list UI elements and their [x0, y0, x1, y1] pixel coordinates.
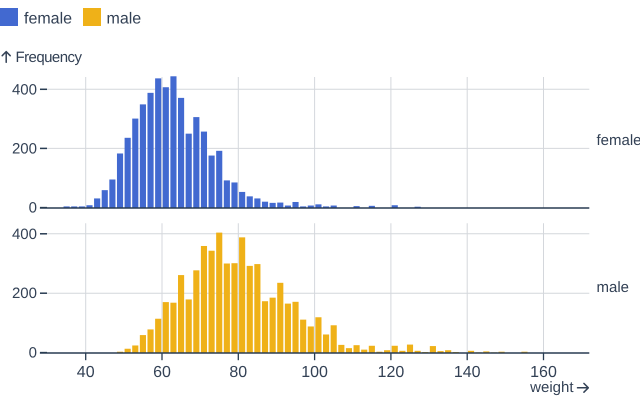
svg-text:400: 400	[12, 226, 37, 243]
svg-text:Frequency: Frequency	[16, 49, 83, 66]
svg-text:100: 100	[301, 364, 328, 381]
svg-text:female: female	[24, 11, 72, 28]
svg-text:male: male	[107, 11, 142, 28]
svg-text:male: male	[597, 279, 630, 296]
svg-text:200: 200	[12, 140, 37, 157]
svg-text:80: 80	[229, 364, 247, 381]
svg-text:200: 200	[12, 285, 37, 302]
svg-text:0: 0	[29, 200, 37, 217]
svg-text:0: 0	[29, 345, 37, 362]
svg-text:40: 40	[77, 364, 95, 381]
svg-text:female: female	[597, 132, 640, 149]
svg-text:140: 140	[454, 364, 481, 381]
svg-text:weight: weight	[529, 379, 574, 396]
svg-text:400: 400	[12, 81, 37, 98]
svg-text:60: 60	[153, 364, 171, 381]
svg-text:120: 120	[378, 364, 405, 381]
